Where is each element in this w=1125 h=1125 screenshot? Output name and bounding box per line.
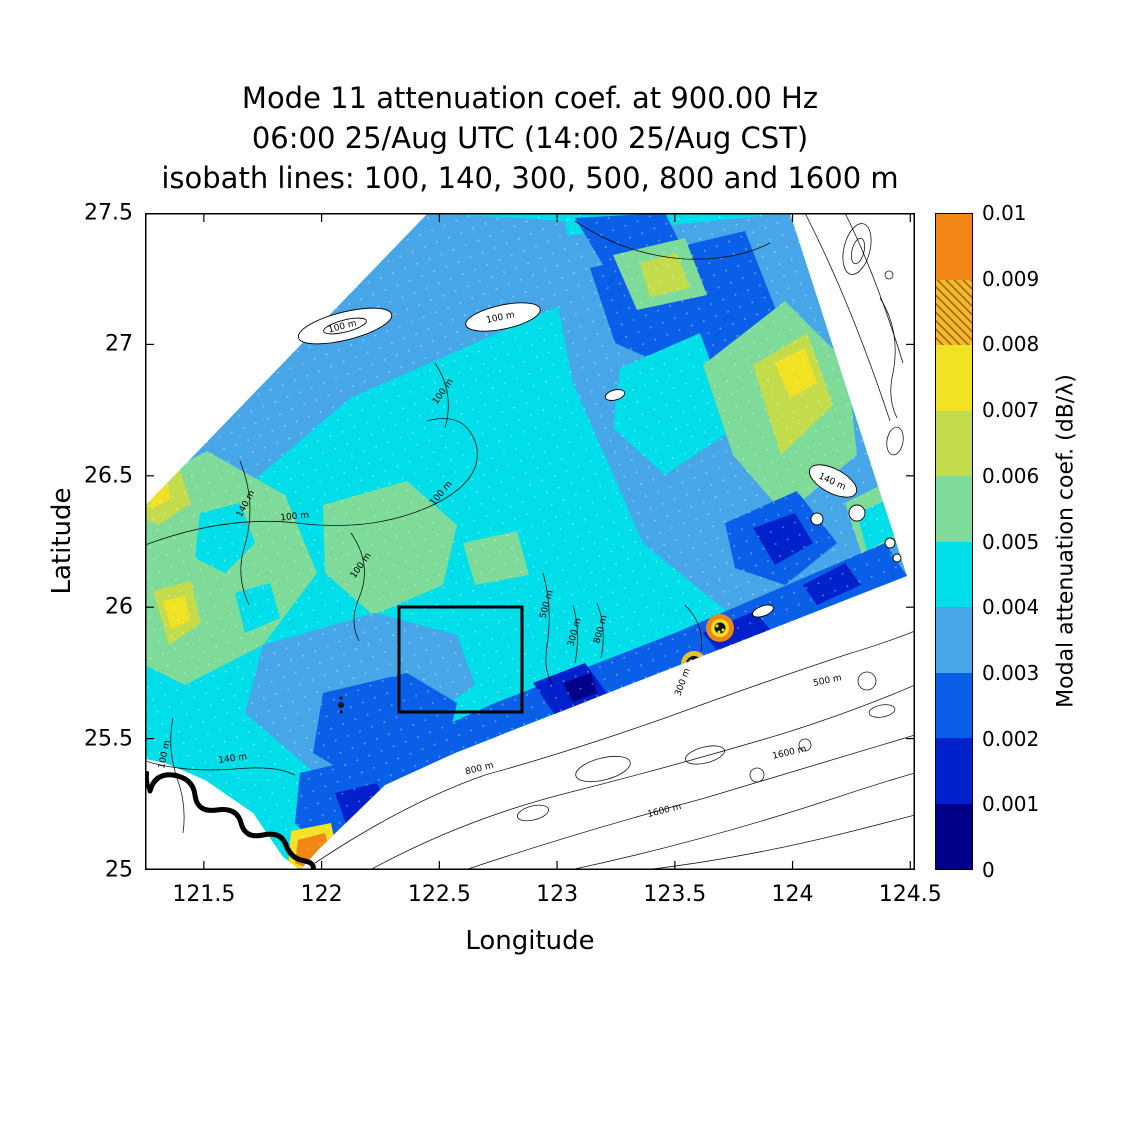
isobath-label: 1600 m [772,744,808,762]
colorbar-tick-label: 0.006 [982,463,1040,488]
masked-island [604,389,626,401]
colorbar-tick-label: 0.003 [982,660,1040,685]
isobath-contour [369,684,915,870]
masked-island [884,537,896,549]
x-tick-label: 124 [771,882,814,907]
colorbar-segment [936,410,972,476]
isobath-contour [886,426,904,456]
y-tick-label: 27 [105,331,133,357]
title-line-3: isobath lines: 100, 140, 300, 500, 800 a… [161,161,899,195]
colorbar-segment [936,214,972,280]
y-tick-label: 25 [105,857,133,883]
isobath-contour [145,760,296,776]
isobath-label: 100 m [280,511,310,524]
x-tick-label: 121.5 [172,882,236,907]
y-axis-label: Latitude [47,487,77,595]
colorbar-segment [936,476,972,542]
colorbar-tick-label: 0.008 [982,332,1040,357]
coastline [145,771,152,793]
isobath-label: 300 m [673,667,692,697]
isobath-contour [644,814,915,870]
colorbar-tick-label: 0.009 [982,266,1040,291]
isobath-label: 800 m [464,761,494,778]
isobath-contour [844,213,904,364]
colorbar-segment [936,607,972,673]
colorbar-segment [936,541,972,607]
colorbar-segment [936,672,972,738]
isobath-contour [879,297,898,419]
isobath-contour [464,734,915,870]
isobath-label: 500 m [812,673,842,689]
colorbar-tick-label: 0.004 [982,595,1040,620]
isobath-contour [842,223,872,275]
isobath-contour [684,604,703,652]
isobath-contour [798,738,812,752]
masked-island [323,317,367,335]
isobath-contour [850,237,866,265]
colorbar-tick-label: 0.002 [982,726,1040,751]
masked-island [810,512,824,526]
isobath-contour [314,630,915,864]
title-line-2: 06:00 25/Aug UTC (14:00 25/Aug CST) [251,121,809,155]
y-tick-label: 27.5 [84,200,133,226]
isobath-contour [749,767,765,783]
isobath-contour [569,772,915,870]
colorbar-segment [936,279,972,345]
x-tick-label: 122.5 [407,882,471,907]
isobath-contour [434,362,449,429]
coastline [147,772,316,870]
x-tick-label: 123.5 [643,882,707,907]
isobath-contour [884,270,894,280]
isobath-contour [685,745,725,765]
isobath-label: 1600 m [647,802,683,820]
masked-island [848,504,866,522]
masked-island [808,464,858,498]
study-area-box [397,605,524,714]
colorbar-tick-label: 0.001 [982,792,1040,817]
colorbar-tick-label: 0.01 [982,201,1027,225]
isobath-contour [572,604,578,664]
y-tick-label: 25.5 [84,726,133,752]
colorbar-tick-label: 0.005 [982,529,1040,554]
isobath-contour [868,704,896,718]
isobath-contour [575,755,631,783]
axes-box [145,213,915,870]
colorbar [935,213,973,870]
isobath-contour [596,602,604,659]
colorbar-segment [936,803,972,869]
isobath-contour [574,220,771,260]
colorbar-tick-label: 0.007 [982,398,1040,423]
masked-island [752,604,774,618]
masked-island [465,302,541,332]
figure-title: Mode 11 attenuation coef. at 900.00 Hz 0… [120,78,940,198]
colorbar-tick-label: 0 [982,858,995,882]
attenuation-field [145,213,907,870]
colorbar-label: Modal attenuation coef. (dB/λ) [1053,374,1079,708]
isobath-contour [145,418,478,546]
x-tick-label: 124.5 [878,882,942,907]
y-tick-label: 26.5 [84,463,133,489]
masked-island [892,553,902,563]
isobath-contour [804,213,891,422]
x-axis-label: Longitude [465,926,595,956]
y-tick-label: 26 [105,594,133,620]
isobath-label: 140 m [218,752,248,766]
colorbar-segment [936,738,972,804]
x-tick-label: 122 [300,882,343,907]
title-line-1: Mode 11 attenuation coef. at 900.00 Hz [241,81,819,115]
isobath-contour [516,804,550,822]
isobath-contour [239,460,251,606]
isobath-contour [350,532,365,642]
isobath-contour [542,572,554,686]
isobath-contour [857,671,877,691]
x-tick-label: 123 [536,882,579,907]
colorbar-segment [936,345,972,411]
